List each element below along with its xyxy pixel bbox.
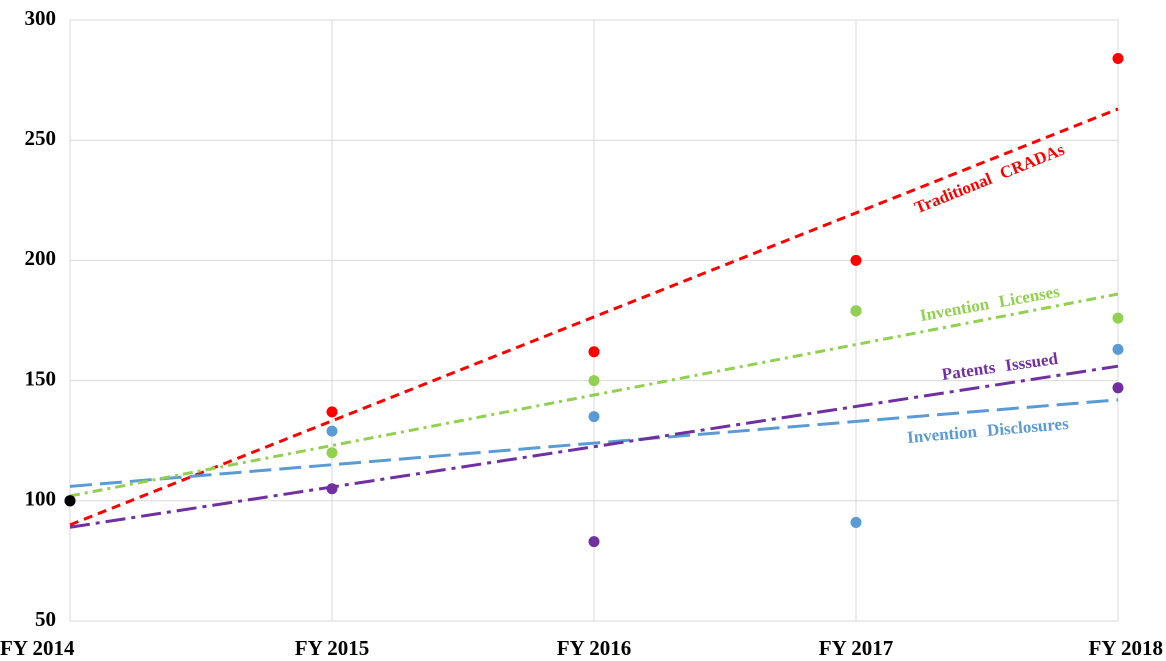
point [588,411,600,423]
trend-line [69,107,1119,527]
y-tick-label: 250 [25,126,57,150]
series-label: Traditional CRADAs [912,140,1068,218]
x-tick-label: FY 2018 [1089,636,1163,660]
y-tick-label: 150 [25,366,57,390]
point [850,254,862,266]
point [588,375,600,387]
point [588,536,600,548]
point [588,346,600,358]
y-tick-label: 300 [25,6,57,30]
point [326,483,338,495]
y-tick-label: 100 [25,487,57,511]
x-tick-label: FY 2015 [295,636,369,660]
y-tick-label: 200 [25,246,57,270]
point [1112,343,1124,355]
highlight-point [64,495,76,507]
point [326,425,338,437]
trend-line [69,398,1119,488]
point [1112,382,1124,394]
trend-line [69,364,1119,529]
x-tick-label: FY 2016 [557,636,631,660]
point [1112,52,1124,64]
trend-line [69,292,1119,498]
x-tick-label: FY 2014 [0,636,75,660]
point [326,447,338,459]
point [326,406,338,418]
x-tick-label: FY 2017 [819,636,893,660]
point [850,305,862,317]
point [1112,312,1124,324]
point [850,516,862,528]
y-tick-label: 50 [35,607,56,631]
series-label: Invention Disclosures [906,414,1069,447]
